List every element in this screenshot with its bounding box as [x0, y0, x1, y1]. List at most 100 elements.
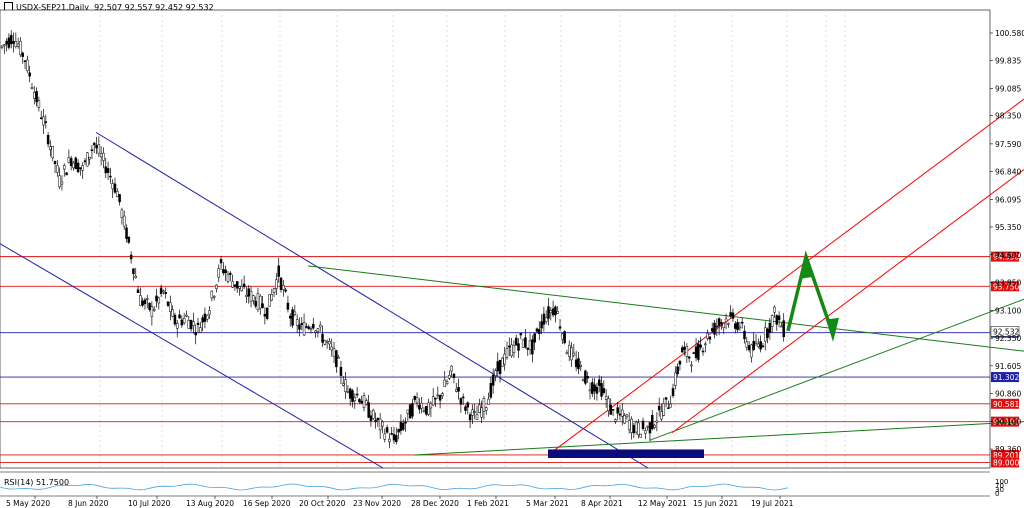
candle-body	[727, 323, 730, 325]
candle-body	[342, 383, 345, 386]
time-tick-label: 10 Jul 2020	[128, 499, 171, 508]
candle-body	[173, 314, 177, 325]
candle-body	[491, 374, 495, 386]
candle-body	[395, 435, 398, 443]
candle-body	[570, 347, 573, 361]
candle-body	[434, 397, 437, 400]
candle-body	[775, 315, 779, 325]
candle-body	[205, 315, 209, 320]
candle-body	[685, 346, 689, 357]
candle-body	[215, 284, 218, 289]
candle-body	[459, 398, 463, 405]
candle-body	[120, 209, 124, 219]
candle-body	[517, 343, 520, 351]
candle-body	[247, 288, 250, 297]
candle-body	[26, 59, 29, 71]
candle-body	[542, 313, 546, 325]
candle-body	[422, 410, 426, 412]
candle-body	[224, 269, 227, 274]
time-tick-label: 13 Aug 2020	[186, 499, 234, 508]
candle-body	[231, 281, 234, 288]
candle-body	[378, 418, 382, 431]
candle-body	[88, 156, 91, 160]
candle-body	[413, 396, 417, 400]
candle-body	[738, 326, 742, 329]
candle-body	[219, 259, 223, 264]
candle-body	[35, 91, 38, 103]
green-support-line	[413, 421, 1024, 456]
current-price-label: 92.532	[993, 327, 1019, 336]
candle-body	[125, 227, 128, 239]
candle-body	[708, 336, 712, 340]
candle-body	[401, 423, 405, 430]
time-tick-label: 8 Jun 2020	[68, 499, 109, 508]
candles	[0, 30, 785, 449]
candle-body	[514, 337, 518, 346]
candle-body	[519, 333, 523, 336]
candle-body	[330, 346, 333, 351]
candle-body	[759, 341, 762, 350]
candle-body	[360, 400, 363, 404]
candle-body	[632, 425, 636, 434]
candle-body	[678, 360, 682, 365]
candle-body	[351, 390, 354, 403]
candle-body	[240, 286, 244, 292]
candle-body	[56, 165, 59, 173]
candle-body	[508, 345, 511, 348]
candle-body	[376, 417, 380, 421]
candle-body	[512, 345, 516, 353]
green-downtrend-line	[307, 265, 1024, 352]
candle-body	[169, 302, 172, 312]
time-tick-label: 28 Dec 2020	[411, 499, 459, 508]
candle-body	[157, 297, 161, 304]
candle-body	[134, 275, 137, 278]
candle-body	[178, 314, 181, 319]
candle-body	[300, 323, 304, 326]
candle-body	[182, 317, 186, 324]
candle-body	[362, 395, 366, 408]
candle-body	[314, 330, 317, 333]
candle-body	[694, 346, 698, 358]
candle-body	[538, 329, 541, 334]
candle-body	[397, 429, 400, 433]
candle-body	[65, 172, 68, 176]
candle-body	[630, 418, 633, 433]
candle-body	[388, 438, 391, 442]
level-tag-label: 89.201	[993, 451, 1019, 460]
candle-body	[28, 72, 31, 77]
candle-body	[132, 268, 135, 275]
level-tag	[991, 449, 1019, 460]
candle-body	[660, 411, 663, 420]
candle-body	[768, 322, 772, 333]
candle-body	[653, 424, 656, 428]
candle-body	[44, 121, 48, 123]
level-tag	[991, 281, 1019, 292]
blue-channel-upper	[95, 131, 649, 469]
candle-body	[328, 341, 331, 345]
candle-body	[777, 315, 781, 321]
candle-body	[109, 175, 112, 178]
candle-body	[166, 301, 170, 306]
candle-body	[579, 365, 583, 367]
candle-body	[383, 433, 387, 440]
rsi-tick-label: 0	[995, 490, 999, 498]
candle-body	[602, 388, 606, 393]
candle-body	[238, 286, 241, 289]
rsi-line	[0, 483, 789, 491]
candle-body	[365, 400, 368, 405]
candle-body	[141, 300, 144, 306]
candle-body	[275, 279, 278, 289]
price-tick-label: 90.100	[995, 418, 1021, 427]
rsi-tick-label: 70	[995, 482, 1004, 490]
candle-body	[233, 284, 237, 287]
price-tick-label: 95.350	[995, 223, 1021, 232]
candle-body	[494, 370, 497, 377]
candle-body	[344, 379, 347, 392]
candle-body	[729, 312, 732, 317]
price-axis: 100.580 99.835 99.085 98.350 97.590 96.840 96.…	[990, 29, 1024, 454]
candle-body	[540, 321, 543, 329]
candle-body	[473, 411, 476, 413]
candle-body	[9, 35, 13, 45]
